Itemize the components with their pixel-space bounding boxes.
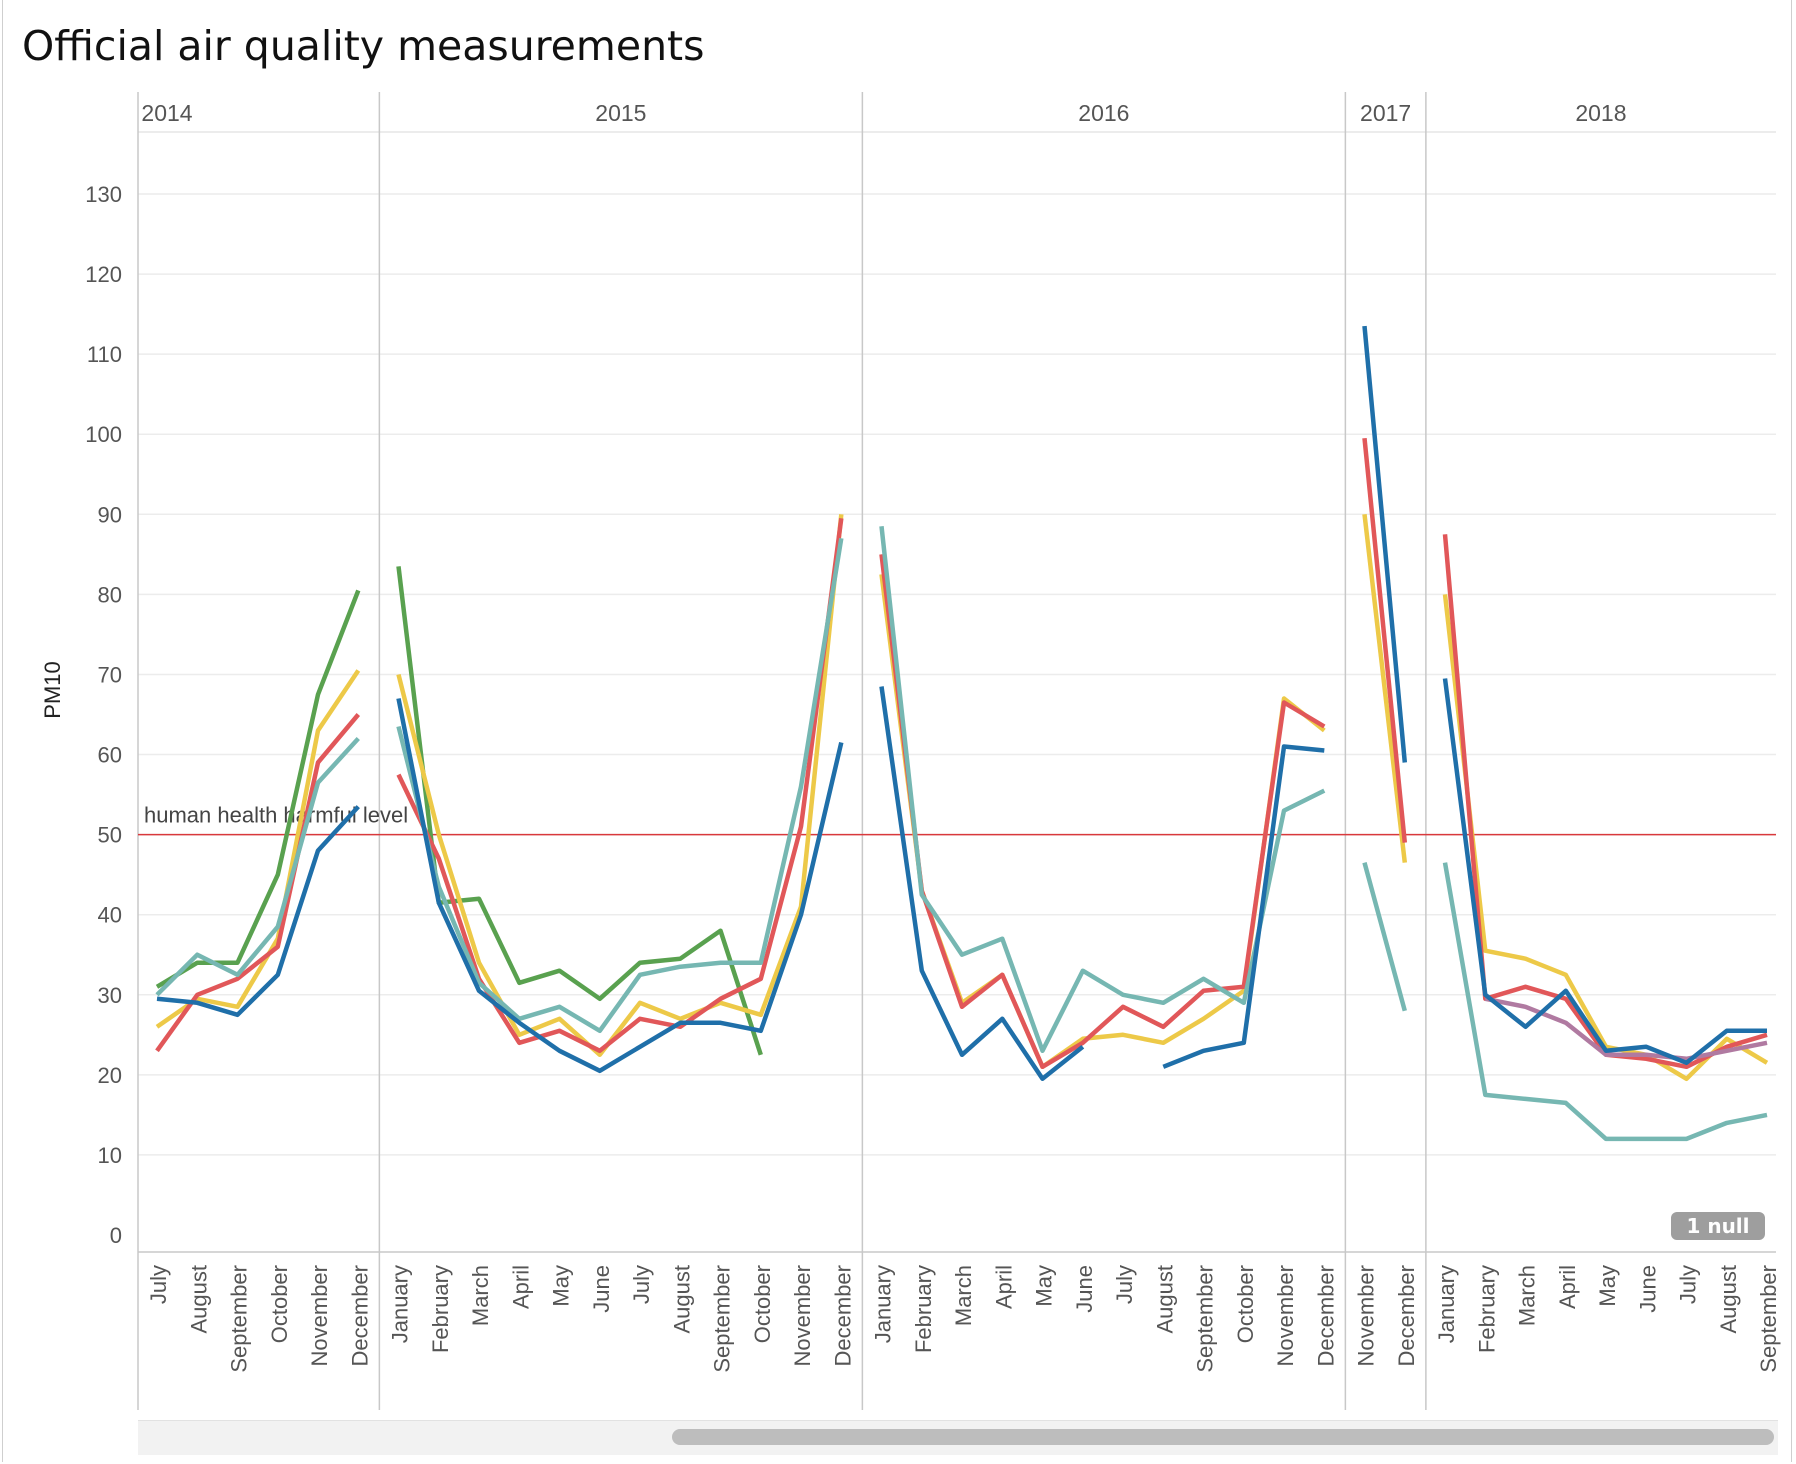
series-line-2 <box>1442 594 1769 1082</box>
month-label-2014-november: November <box>307 1265 332 1366</box>
month-label-2015-may: May <box>549 1265 574 1307</box>
series-line-6 <box>1442 678 1767 1066</box>
month-label-2018-june: June <box>1635 1265 1660 1313</box>
month-label-2014-october: October <box>267 1265 292 1343</box>
year-header-2017: 2017 <box>1360 100 1411 126</box>
month-label-2016-june: June <box>1072 1265 1097 1313</box>
series-line-6 <box>1162 744 1325 1069</box>
month-label-2018-march: March <box>1515 1265 1540 1326</box>
month-label-2015-june: June <box>589 1265 614 1313</box>
month-label-2016-august: August <box>1152 1265 1177 1334</box>
month-label-2018-april: April <box>1555 1265 1580 1309</box>
y-tick-label: 110 <box>87 342 122 367</box>
series-line-2 <box>155 669 361 1029</box>
month-label-2018-september: September <box>1756 1265 1781 1373</box>
series-line-4 <box>879 526 1326 1054</box>
month-label-2016-january: January <box>871 1265 896 1343</box>
month-label-2015-february: February <box>428 1265 453 1353</box>
series-line-4 <box>1442 862 1768 1142</box>
month-label-2015-july: July <box>629 1265 654 1304</box>
y-tick-label: 40 <box>98 903 122 928</box>
month-label-2018-february: February <box>1474 1265 1499 1353</box>
series-line-2 <box>396 514 844 1058</box>
series-line-3 <box>879 554 1326 1070</box>
month-label-2018-january: January <box>1434 1265 1459 1343</box>
month-label-2018-august: August <box>1716 1265 1741 1334</box>
series-line-1 <box>155 589 361 989</box>
month-label-2016-october: October <box>1233 1265 1258 1343</box>
month-label-2016-september: September <box>1193 1265 1218 1373</box>
y-tick-label: 50 <box>98 823 122 848</box>
y-tick-label: 80 <box>98 582 122 607</box>
year-header-2018: 2018 <box>1575 100 1626 126</box>
month-label-2016-december: December <box>1313 1265 1338 1366</box>
series-line-4 <box>1362 862 1407 1012</box>
month-label-2016-march: March <box>951 1265 976 1326</box>
month-label-2016-april: April <box>991 1265 1016 1309</box>
series-group <box>155 325 1769 1142</box>
month-label-2017-november: November <box>1354 1265 1379 1366</box>
chart-title: Official air quality measurements <box>22 22 705 70</box>
month-label-2016-july: July <box>1112 1265 1137 1304</box>
reference-line-label: human health harmful level <box>144 803 408 828</box>
month-label-2015-october: October <box>750 1265 775 1343</box>
y-tick-label: 70 <box>98 662 122 687</box>
month-label-2014-july: July <box>146 1265 171 1304</box>
y-tick-label: 120 <box>85 262 122 287</box>
month-label-2014-september: September <box>227 1265 252 1373</box>
y-tick-label: 10 <box>98 1143 122 1168</box>
month-label-2015-september: September <box>710 1265 735 1373</box>
series-line-4 <box>155 736 360 997</box>
y-tick-label: 0 <box>110 1223 122 1248</box>
month-label-2014-august: August <box>186 1265 211 1334</box>
series-line-4 <box>396 537 844 1034</box>
y-tick-label: 100 <box>85 422 122 447</box>
month-label-2015-april: April <box>508 1265 533 1309</box>
year-header-2014: 2014 <box>141 100 192 126</box>
month-label-2015-august: August <box>669 1265 694 1334</box>
null-count-badge[interactable]: 1 null <box>1671 1212 1765 1240</box>
series-line-3 <box>1362 437 1408 843</box>
month-label-2018-july: July <box>1676 1265 1701 1304</box>
month-label-2014-december: December <box>347 1265 372 1366</box>
month-label-2017-december: December <box>1394 1265 1419 1366</box>
month-label-2016-may: May <box>1032 1265 1057 1307</box>
series-line-5 <box>1484 996 1768 1062</box>
y-tick-label: 20 <box>98 1063 122 1088</box>
month-label-2016-february: February <box>911 1265 936 1353</box>
y-tick-label: 60 <box>98 743 122 768</box>
scrollbar-thumb[interactable] <box>672 1429 1774 1445</box>
month-label-2018-may: May <box>1595 1265 1620 1307</box>
y-tick-label: 130 <box>85 182 122 207</box>
series-line-2 <box>1362 514 1408 863</box>
series-line-6 <box>1362 325 1408 763</box>
series-line-1 <box>396 566 763 1056</box>
series-line-3 <box>1442 534 1768 1070</box>
month-label-2015-march: March <box>468 1265 493 1326</box>
year-header-2015: 2015 <box>595 100 646 126</box>
month-label-2015-november: November <box>790 1265 815 1366</box>
month-label-2015-january: January <box>388 1265 413 1343</box>
y-tick-label: 90 <box>98 502 122 527</box>
series-line-6 <box>396 698 844 1074</box>
month-label-2016-november: November <box>1273 1265 1298 1366</box>
series-line-6 <box>156 805 360 1018</box>
y-tick-label: 30 <box>98 983 122 1008</box>
series-line-3 <box>396 518 844 1054</box>
month-label-2015-december: December <box>830 1265 855 1366</box>
series-line-6 <box>879 686 1085 1082</box>
y-axis-label: PM10 <box>40 661 65 718</box>
year-header-2016: 2016 <box>1078 100 1129 126</box>
horizontal-scrollbar[interactable] <box>138 1420 1778 1455</box>
series-line-2 <box>879 574 1326 1070</box>
